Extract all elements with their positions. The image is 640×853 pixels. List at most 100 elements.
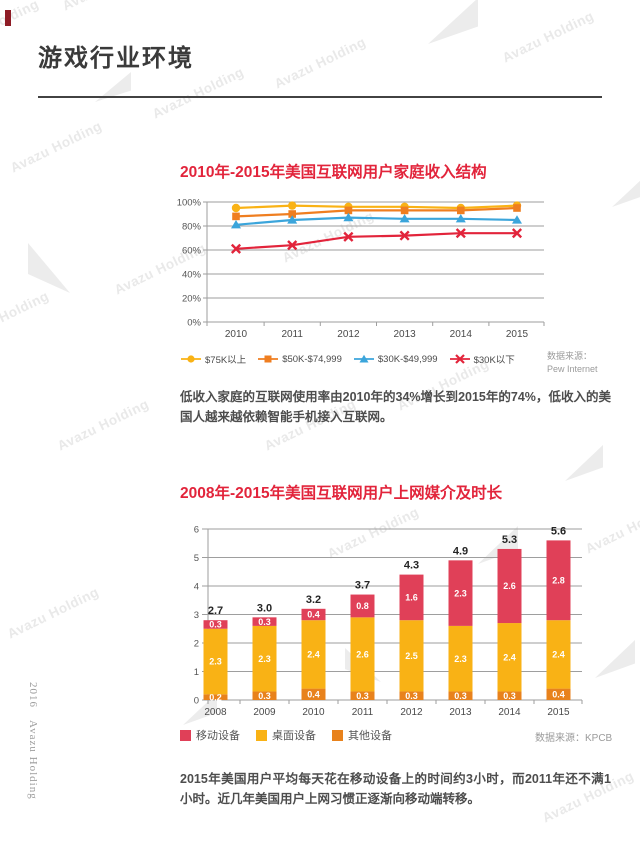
svg-text:2.3: 2.3 bbox=[454, 588, 467, 598]
svg-text:0.4: 0.4 bbox=[307, 690, 320, 700]
avazu-logo-watermark-icon bbox=[95, 72, 131, 102]
svg-text:0.3: 0.3 bbox=[209, 620, 222, 630]
svg-text:0.3: 0.3 bbox=[405, 691, 418, 701]
svg-text:4.9: 4.9 bbox=[453, 545, 468, 557]
legend-swatch-icon bbox=[332, 729, 343, 741]
svg-text:100%: 100% bbox=[177, 198, 202, 209]
watermark-text: Avazu Holding bbox=[8, 118, 105, 176]
svg-text:2.6: 2.6 bbox=[503, 581, 516, 591]
svg-text:2: 2 bbox=[194, 639, 199, 650]
svg-text:2012: 2012 bbox=[400, 707, 423, 718]
svg-text:20%: 20% bbox=[182, 294, 202, 305]
svg-text:40%: 40% bbox=[182, 270, 202, 281]
legend-swatch-icon bbox=[256, 729, 267, 741]
svg-text:0.2: 0.2 bbox=[209, 692, 222, 702]
svg-text:1.6: 1.6 bbox=[405, 593, 418, 603]
svg-text:0.8: 0.8 bbox=[356, 601, 369, 611]
svg-text:2011: 2011 bbox=[352, 707, 374, 718]
media-bar-chart: 6 5 4 3 2 1 0 0.2 2.3 0.3 2.7 2008 0.3 2.3 0.3 3.0 2009 0… bbox=[194, 525, 583, 718]
income-chart-source: 数据来源： Pew Internet bbox=[547, 350, 598, 376]
watermark-text: Avazu Holding bbox=[55, 396, 152, 454]
svg-text:0.3: 0.3 bbox=[454, 691, 467, 701]
svg-text:1: 1 bbox=[194, 667, 199, 678]
legend-item: 桌面设备 bbox=[256, 727, 316, 743]
svg-text:2.3: 2.3 bbox=[258, 654, 271, 664]
svg-text:2015: 2015 bbox=[547, 707, 570, 718]
svg-text:2.4: 2.4 bbox=[552, 650, 565, 660]
svg-text:3.7: 3.7 bbox=[355, 580, 370, 592]
avazu-logo-watermark-icon bbox=[28, 243, 70, 293]
svg-text:2008: 2008 bbox=[204, 707, 227, 718]
watermark-text: Avazu Holding bbox=[0, 0, 42, 53]
side-brand-label: Avazu Holding bbox=[27, 720, 39, 800]
income-line-chart: 100% 80% 60% 40% 20% 0% 2010 2011 2012 2013 2014 20… bbox=[177, 198, 545, 340]
watermark-text: Avazu Holding bbox=[500, 8, 597, 66]
legend-item: $30K-$49,999 bbox=[353, 353, 438, 365]
svg-text:0.3: 0.3 bbox=[356, 691, 369, 701]
circle-marker-icon bbox=[181, 355, 201, 363]
svg-text:2015: 2015 bbox=[506, 329, 529, 340]
legend-item: 其他设备 bbox=[332, 727, 392, 743]
svg-text:3.0: 3.0 bbox=[257, 602, 272, 614]
svg-text:3: 3 bbox=[194, 610, 199, 621]
avazu-logo-watermark-icon bbox=[612, 180, 640, 207]
income-chart-title: 2010年-2015年美国互联网用户家庭收入结构 bbox=[180, 164, 487, 181]
svg-text:3.2: 3.2 bbox=[306, 594, 321, 606]
svg-text:2.4: 2.4 bbox=[307, 650, 320, 660]
svg-text:2.6: 2.6 bbox=[356, 650, 369, 660]
svg-text:2012: 2012 bbox=[337, 329, 360, 340]
svg-text:2009: 2009 bbox=[253, 707, 276, 718]
svg-text:2013: 2013 bbox=[449, 707, 472, 718]
legend-item-label: $50K-$74,999 bbox=[282, 353, 342, 365]
watermark-text: Avazu Holding bbox=[5, 584, 102, 642]
svg-text:2014: 2014 bbox=[498, 707, 521, 718]
svg-text:5.3: 5.3 bbox=[502, 534, 517, 546]
svg-text:80%: 80% bbox=[182, 222, 202, 233]
svg-text:4: 4 bbox=[194, 582, 199, 593]
triangle-marker-icon bbox=[353, 354, 374, 363]
avazu-logo-watermark-icon bbox=[565, 445, 603, 481]
watermark-text: Avazu Holding bbox=[60, 0, 156, 13]
svg-text:6: 6 bbox=[194, 525, 199, 536]
svg-text:5.6: 5.6 bbox=[551, 525, 566, 537]
legend-item: $75K以上 bbox=[181, 352, 246, 366]
svg-text:0.4: 0.4 bbox=[307, 610, 320, 620]
media-note-text: 2015年美国用户平均每天花在移动设备上的时间约3小时，而2011年还不满1小时… bbox=[180, 772, 611, 806]
avazu-logo-watermark-icon bbox=[478, 526, 518, 564]
legend-item: 移动设备 bbox=[180, 727, 240, 743]
svg-text:0.3: 0.3 bbox=[258, 691, 271, 701]
legend-swatch-icon bbox=[180, 729, 191, 741]
svg-text:2.3: 2.3 bbox=[209, 657, 222, 667]
corner-mark bbox=[5, 10, 11, 26]
avazu-logo-watermark-icon bbox=[428, 0, 478, 44]
svg-text:60%: 60% bbox=[182, 246, 202, 257]
svg-text:0.3: 0.3 bbox=[258, 617, 271, 627]
svg-text:0.3: 0.3 bbox=[503, 691, 516, 701]
avazu-logo-watermark-icon bbox=[595, 640, 635, 678]
media-chart-legend: 移动设备 桌面设备 其他设备 bbox=[180, 727, 392, 743]
title-divider bbox=[38, 96, 602, 98]
income-chart-legend: $75K以上 $50K-$74,999 $30K-$49,999 $30K以下 bbox=[181, 352, 515, 366]
legend-item-label: $30K-$49,999 bbox=[377, 353, 438, 365]
media-chart-source: 数据来源：KPCB bbox=[535, 733, 613, 744]
legend-item: $50K-$74,999 bbox=[258, 353, 342, 365]
svg-text:2.7: 2.7 bbox=[208, 605, 223, 617]
source-label: 数据来源： bbox=[547, 351, 593, 361]
svg-text:2010: 2010 bbox=[225, 329, 248, 340]
svg-text:2.3: 2.3 bbox=[454, 654, 467, 664]
income-note-text: 低收入家庭的互联网使用率由2010年的34%增长到2015年的74%，低收入的美… bbox=[180, 390, 611, 424]
legend-item-label: 桌面设备 bbox=[272, 730, 316, 742]
svg-text:2014: 2014 bbox=[450, 329, 473, 340]
x-marker-icon bbox=[449, 354, 470, 364]
source-name: Pew Internet bbox=[547, 364, 598, 375]
watermark-text: Avazu Holding bbox=[0, 288, 52, 345]
side-year-label: 2016 bbox=[27, 682, 39, 708]
legend-item-label: $30K以下 bbox=[473, 355, 515, 366]
page-title: 游戏行业环境 bbox=[38, 45, 194, 72]
svg-text:2011: 2011 bbox=[281, 329, 303, 340]
svg-text:2013: 2013 bbox=[393, 329, 416, 340]
svg-text:2010: 2010 bbox=[302, 707, 325, 718]
watermark-text: Avazu Holding bbox=[272, 34, 369, 92]
svg-text:0.4: 0.4 bbox=[552, 690, 565, 700]
